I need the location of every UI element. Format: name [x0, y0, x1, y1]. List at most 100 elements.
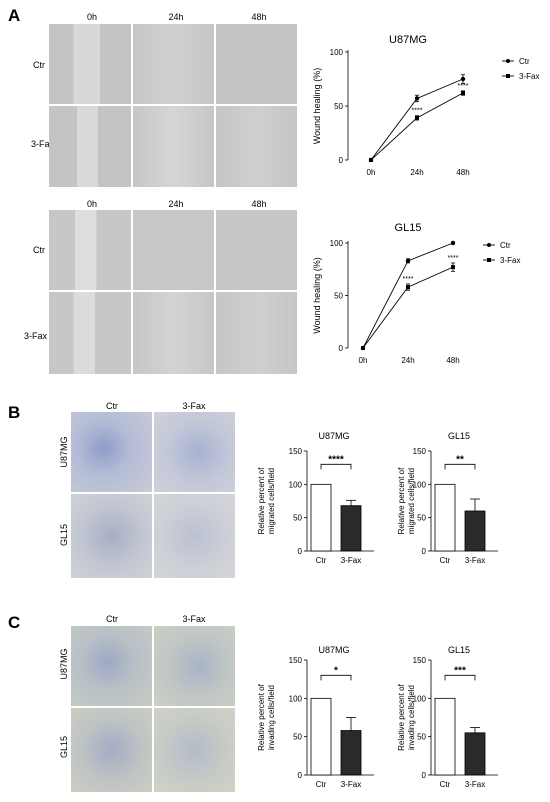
y-tick-label: 150	[413, 656, 427, 665]
wound-image-gl15-ctr-24h	[133, 210, 214, 290]
line-chart-u87mg-wound-healing: U87MG Wound healing (%) 0 50 100 0h 24h 48h ****…	[312, 34, 539, 177]
chart-title: GL15	[395, 222, 422, 234]
wound-image-u87-3fax-24h	[133, 106, 214, 187]
chart-title: U87MG	[318, 645, 349, 655]
y-tick-label: 150	[413, 447, 427, 456]
wound-image-gl15-3fax-24h	[133, 292, 214, 374]
time-label-0h-2: 0h	[86, 199, 97, 209]
y-tick-label: 150	[289, 447, 303, 456]
row-label-u87mg-b: U87MG	[59, 436, 69, 468]
y-tick-label: 100	[330, 239, 344, 248]
data-point	[406, 285, 410, 290]
legend-label: Ctr	[519, 57, 530, 66]
y-tick-label: 0	[339, 156, 344, 165]
bar-ctr	[434, 697, 456, 776]
x-tick-label: 3-Fax	[341, 780, 361, 789]
y-tick-label: 100	[413, 480, 427, 489]
x-tick-label: 24h	[410, 168, 423, 177]
x-tick-label: 0h	[367, 168, 376, 177]
x-tick-label: 24h	[401, 356, 414, 365]
y-tick-label: 0	[339, 344, 344, 353]
x-tick-label: Ctr	[440, 780, 451, 789]
migration-image-u87-3fax	[154, 412, 235, 492]
y-tick-label: 0	[422, 771, 427, 780]
y-tick-label: 100	[330, 48, 344, 57]
x-tick-label: 3-Fax	[465, 780, 485, 789]
wound-image-gl15-3fax-48h	[216, 292, 297, 374]
chart-title: U87MG	[389, 34, 427, 46]
significance-stars: ***	[454, 665, 466, 676]
significance-stars: ****	[412, 108, 423, 115]
significance-bracket	[444, 463, 476, 470]
data-point	[405, 258, 411, 264]
wound-image-u87-ctr-24h	[133, 24, 214, 104]
data-point	[369, 158, 373, 162]
y-axis-label: Relative percent of	[257, 683, 266, 750]
significance-stars: ****	[328, 454, 344, 465]
y-axis-label: Relative percent of	[397, 683, 406, 750]
time-label-48h: 48h	[251, 12, 267, 22]
data-point	[414, 96, 420, 101]
bar-chart-u87mg-migration: U87MG Relative percent of migrated cells/f…	[257, 431, 374, 565]
col-label-ctr-b: Ctr	[106, 401, 118, 411]
wound-image-gl15-3fax-0h	[49, 292, 131, 374]
y-tick-label: 0	[298, 547, 303, 556]
legend-label: 3-Fax	[500, 256, 520, 265]
y-axis-label: migrated cells/field	[407, 468, 416, 534]
y-axis-label: Relative percent of	[397, 467, 406, 534]
y-tick-label: 50	[334, 102, 343, 111]
y-axis-label: Wound healing (%)	[312, 68, 322, 144]
bar-ctr	[310, 483, 332, 552]
bar-3-fax	[464, 510, 486, 552]
y-tick-label: 50	[293, 514, 302, 523]
line-chart-gl15-wound-healing: GL15 Wound healing (%) 0 50 100 0h 24h 48h **** *…	[312, 222, 520, 365]
significance-bracket	[444, 674, 476, 681]
time-label-24h: 24h	[168, 12, 184, 22]
data-point	[451, 265, 455, 270]
bar-3-fax	[340, 730, 362, 776]
y-tick-label: 0	[422, 547, 427, 556]
row-label-ctr: Ctr	[33, 60, 45, 70]
y-axis-label: invading cells/field	[407, 685, 416, 750]
row-label-ctr-2: Ctr	[33, 245, 45, 255]
x-tick-label: 3-Fax	[465, 556, 485, 565]
bar-chart-u87mg-invasion: U87MG Relative percent of invading cells/f…	[257, 645, 374, 789]
x-tick-label: 48h	[456, 168, 469, 177]
data-point	[450, 240, 456, 246]
wound-image-u87-ctr-48h	[216, 24, 297, 104]
significance-stars: ****	[403, 276, 414, 283]
panel-a-label: A	[8, 6, 21, 25]
time-label-48h-2: 48h	[251, 199, 267, 209]
x-tick-label: Ctr	[440, 556, 451, 565]
bar-ctr	[434, 483, 456, 552]
bar-chart-gl15-invasion: GL15 Relative percent of invading cells/fi…	[397, 645, 498, 789]
data-point	[415, 115, 419, 120]
significance-bracket	[320, 463, 352, 470]
significance-stars: ****	[458, 83, 469, 90]
significance-stars: **	[456, 454, 464, 465]
data-point	[460, 76, 466, 82]
data-point	[461, 91, 465, 96]
chart-title: GL15	[448, 645, 470, 655]
invasion-image-u87-3fax	[154, 626, 235, 706]
significance-bracket	[320, 674, 352, 681]
bar-chart-gl15-migration: GL15 Relative percent of migrated cells/fi…	[397, 431, 498, 565]
chart-title: GL15	[448, 431, 470, 441]
bar-3-fax	[340, 505, 362, 552]
significance-stars: *	[334, 665, 338, 676]
significance-stars: ****	[448, 255, 459, 262]
invasion-image-u87-ctr	[71, 626, 152, 706]
wound-image-gl15-ctr-48h	[216, 210, 297, 290]
legend-marker	[487, 243, 491, 247]
y-tick-label: 50	[293, 733, 302, 742]
x-tick-label: 0h	[359, 356, 368, 365]
y-axis-label: Wound healing (%)	[312, 257, 322, 333]
x-tick-label: 48h	[446, 356, 459, 365]
row-label-gl15-b: GL15	[59, 523, 69, 547]
legend-label: 3-Fax	[519, 72, 539, 81]
legend-label: Ctr	[500, 241, 511, 250]
x-tick-label: 3-Fax	[341, 556, 361, 565]
time-label-24h-2: 24h	[168, 199, 184, 209]
row-label-3fax-2: 3-Fax	[24, 331, 48, 341]
wound-image-u87-ctr-0h	[49, 24, 131, 104]
